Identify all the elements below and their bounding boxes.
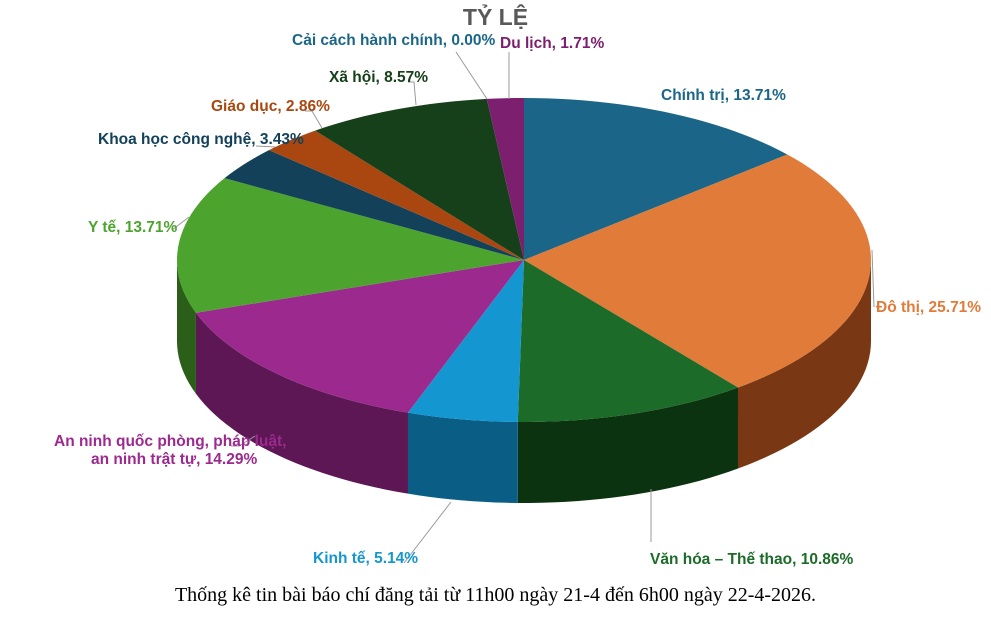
svg-text:Cải cách hành chính, 0.00%: Cải cách hành chính, 0.00%	[292, 32, 496, 49]
svg-text:Y tế, 13.71%: Y tế, 13.71%	[88, 219, 178, 236]
svg-text:An ninh quốc phòng, pháp luật,: An ninh quốc phòng, pháp luật,	[54, 433, 286, 450]
svg-text:an ninh trật tự, 14.29%: an ninh trật tự, 14.29%	[91, 451, 257, 468]
svg-text:Du lịch, 1.71%: Du lịch, 1.71%	[500, 35, 604, 52]
svg-text:Kinh tế, 5.14%: Kinh tế, 5.14%	[313, 550, 418, 567]
svg-text:Giáo dục, 2.86%: Giáo dục, 2.86%	[211, 98, 330, 115]
svg-text:Xã hội, 8.57%: Xã hội, 8.57%	[329, 69, 428, 86]
svg-text:Đô thị, 25.71%: Đô thị, 25.71%	[876, 299, 981, 316]
svg-text:Chính trị, 13.71%: Chính trị, 13.71%	[661, 87, 786, 104]
svg-text:Khoa học công nghệ, 3.43%: Khoa học công nghệ, 3.43%	[98, 131, 304, 148]
svg-text:Văn hóa – Thế thao, 10.86%: Văn hóa – Thế thao, 10.86%	[650, 551, 854, 568]
